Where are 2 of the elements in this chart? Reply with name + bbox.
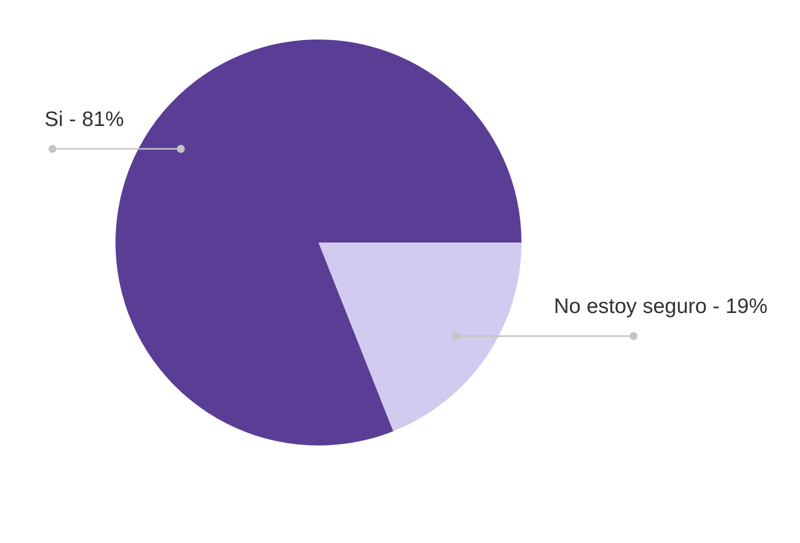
- slice-label: No estoy seguro - 19%: [554, 295, 768, 318]
- slice-label: Si - 81%: [44, 108, 124, 131]
